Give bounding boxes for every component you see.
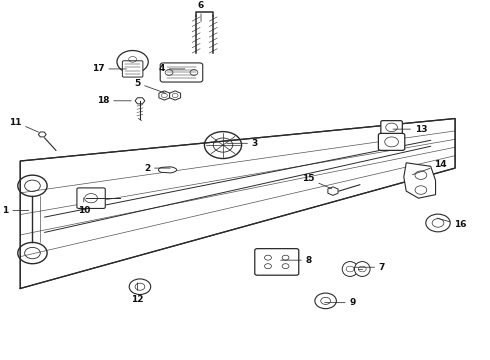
Text: 2: 2 <box>144 163 171 172</box>
Text: 6: 6 <box>198 1 204 22</box>
Polygon shape <box>159 167 176 173</box>
Text: 17: 17 <box>92 64 126 73</box>
Text: 14: 14 <box>413 160 447 175</box>
Circle shape <box>117 50 148 73</box>
FancyBboxPatch shape <box>381 121 402 134</box>
Text: 16: 16 <box>437 218 466 229</box>
Polygon shape <box>170 91 181 100</box>
Text: 10: 10 <box>77 198 90 215</box>
Polygon shape <box>20 118 455 288</box>
Text: 3: 3 <box>227 139 258 148</box>
Text: 15: 15 <box>302 174 332 189</box>
Text: 9: 9 <box>324 298 356 307</box>
Ellipse shape <box>354 262 370 276</box>
Polygon shape <box>404 163 436 198</box>
Text: 5: 5 <box>134 78 166 93</box>
Polygon shape <box>38 132 46 137</box>
Polygon shape <box>159 91 170 100</box>
FancyBboxPatch shape <box>160 63 203 82</box>
Polygon shape <box>135 98 145 104</box>
Text: 18: 18 <box>97 96 131 105</box>
Text: 12: 12 <box>131 283 144 303</box>
Text: 7: 7 <box>354 263 385 272</box>
FancyBboxPatch shape <box>77 188 105 208</box>
Text: 11: 11 <box>9 118 39 132</box>
FancyBboxPatch shape <box>255 249 299 275</box>
Ellipse shape <box>342 262 358 276</box>
Text: 1: 1 <box>2 206 28 215</box>
FancyBboxPatch shape <box>378 134 405 150</box>
Text: 13: 13 <box>393 125 427 134</box>
Text: 4: 4 <box>159 64 185 73</box>
Text: 8: 8 <box>281 256 312 265</box>
Polygon shape <box>328 187 338 195</box>
FancyBboxPatch shape <box>122 61 143 77</box>
